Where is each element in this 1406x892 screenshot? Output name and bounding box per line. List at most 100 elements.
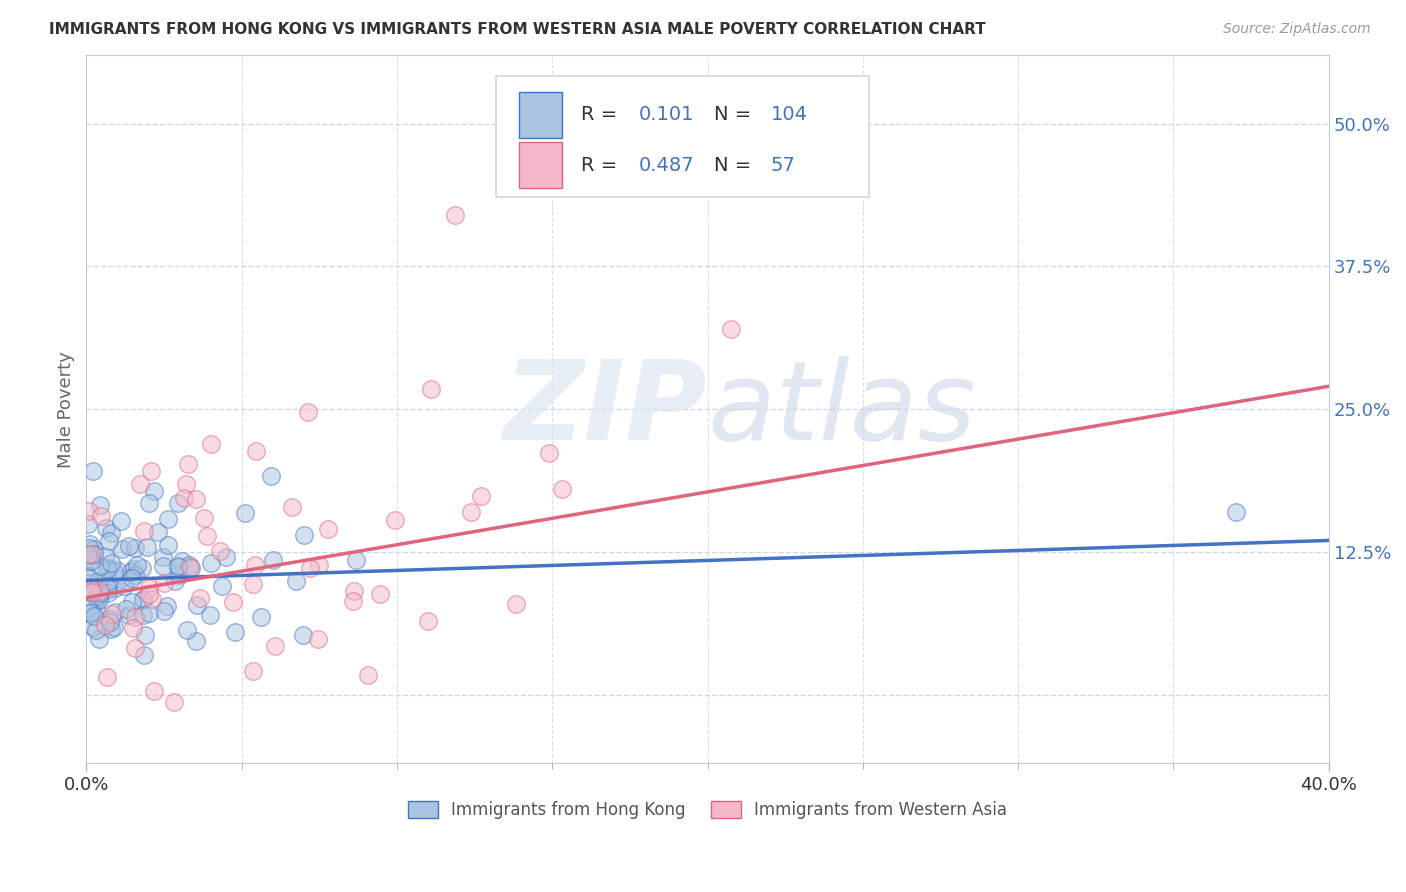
Point <box>97 574 120 588</box>
Point <box>167 496 190 510</box>
Point <box>122 621 145 635</box>
Point <box>127 558 149 573</box>
Point <box>97 561 120 575</box>
Point <box>139 464 162 478</box>
Point <box>105 563 128 577</box>
Point <box>179 560 201 574</box>
Point <box>184 491 207 506</box>
Point <box>384 513 406 527</box>
Point <box>83 541 105 556</box>
Point <box>134 628 156 642</box>
Point <box>97 582 120 596</box>
Point <box>121 561 143 575</box>
FancyBboxPatch shape <box>496 77 869 197</box>
Point <box>110 572 132 586</box>
Point <box>80 585 103 599</box>
Point <box>77 517 100 532</box>
Point <box>308 558 330 572</box>
Point <box>184 634 207 648</box>
Point <box>94 618 117 632</box>
Point <box>89 586 111 600</box>
Point <box>280 500 302 514</box>
Point <box>299 560 322 574</box>
Point <box>132 608 155 623</box>
Point <box>90 586 112 600</box>
Point <box>166 559 188 574</box>
Point <box>344 553 367 567</box>
Point <box>82 465 104 479</box>
Point <box>87 632 110 646</box>
Point <box>368 586 391 600</box>
Point <box>83 608 105 623</box>
Point <box>177 458 200 472</box>
Point <box>419 382 441 396</box>
Point <box>224 624 246 639</box>
Y-axis label: Male Poverty: Male Poverty <box>58 351 75 467</box>
Point <box>176 623 198 637</box>
Point <box>132 524 155 538</box>
Point <box>104 581 127 595</box>
Text: N =: N = <box>714 156 758 175</box>
Point <box>141 592 163 607</box>
Point <box>100 556 122 570</box>
Text: 57: 57 <box>770 156 796 175</box>
Point <box>357 668 380 682</box>
Point <box>76 600 98 615</box>
Point <box>222 595 245 609</box>
Point <box>124 610 146 624</box>
Point <box>80 552 103 566</box>
Point <box>121 594 143 608</box>
Point <box>79 537 101 551</box>
Point <box>316 522 339 536</box>
Point <box>86 606 108 620</box>
Point <box>262 553 284 567</box>
Point <box>97 586 120 600</box>
Point <box>233 507 256 521</box>
Point <box>98 534 121 549</box>
Point <box>245 558 267 573</box>
Point <box>101 607 124 621</box>
Point <box>80 554 103 568</box>
Point <box>142 483 165 498</box>
Point <box>100 526 122 541</box>
Point <box>186 598 208 612</box>
Point <box>720 322 742 336</box>
Text: IMMIGRANTS FROM HONG KONG VS IMMIGRANTS FROM WESTERN ASIA MALE POVERTY CORRELATI: IMMIGRANTS FROM HONG KONG VS IMMIGRANTS … <box>49 22 986 37</box>
Point <box>156 599 179 614</box>
Point <box>132 592 155 607</box>
Point <box>77 583 100 598</box>
Text: 104: 104 <box>770 105 808 125</box>
Point <box>94 520 117 534</box>
Point <box>121 571 143 585</box>
Point <box>173 491 195 505</box>
Point <box>103 565 125 579</box>
Point <box>86 593 108 607</box>
Point <box>138 587 160 601</box>
Point <box>143 683 166 698</box>
Point <box>112 579 135 593</box>
Point <box>76 569 98 583</box>
Point <box>94 549 117 564</box>
Text: atlas: atlas <box>707 356 976 463</box>
Point <box>163 695 186 709</box>
Point <box>307 632 329 647</box>
Point <box>79 504 101 518</box>
Point <box>138 581 160 595</box>
Point <box>77 541 100 555</box>
Point <box>90 508 112 523</box>
Point <box>157 512 180 526</box>
Point <box>550 482 572 496</box>
FancyBboxPatch shape <box>519 92 562 138</box>
Point <box>198 608 221 623</box>
Point <box>242 664 264 678</box>
Point <box>124 640 146 655</box>
Point <box>188 591 211 606</box>
Point <box>260 469 283 483</box>
Point <box>264 639 287 653</box>
Point <box>292 527 315 541</box>
Point <box>96 562 118 576</box>
Point <box>470 489 492 503</box>
Text: R =: R = <box>581 105 623 125</box>
Point <box>138 606 160 620</box>
Point <box>460 505 482 519</box>
